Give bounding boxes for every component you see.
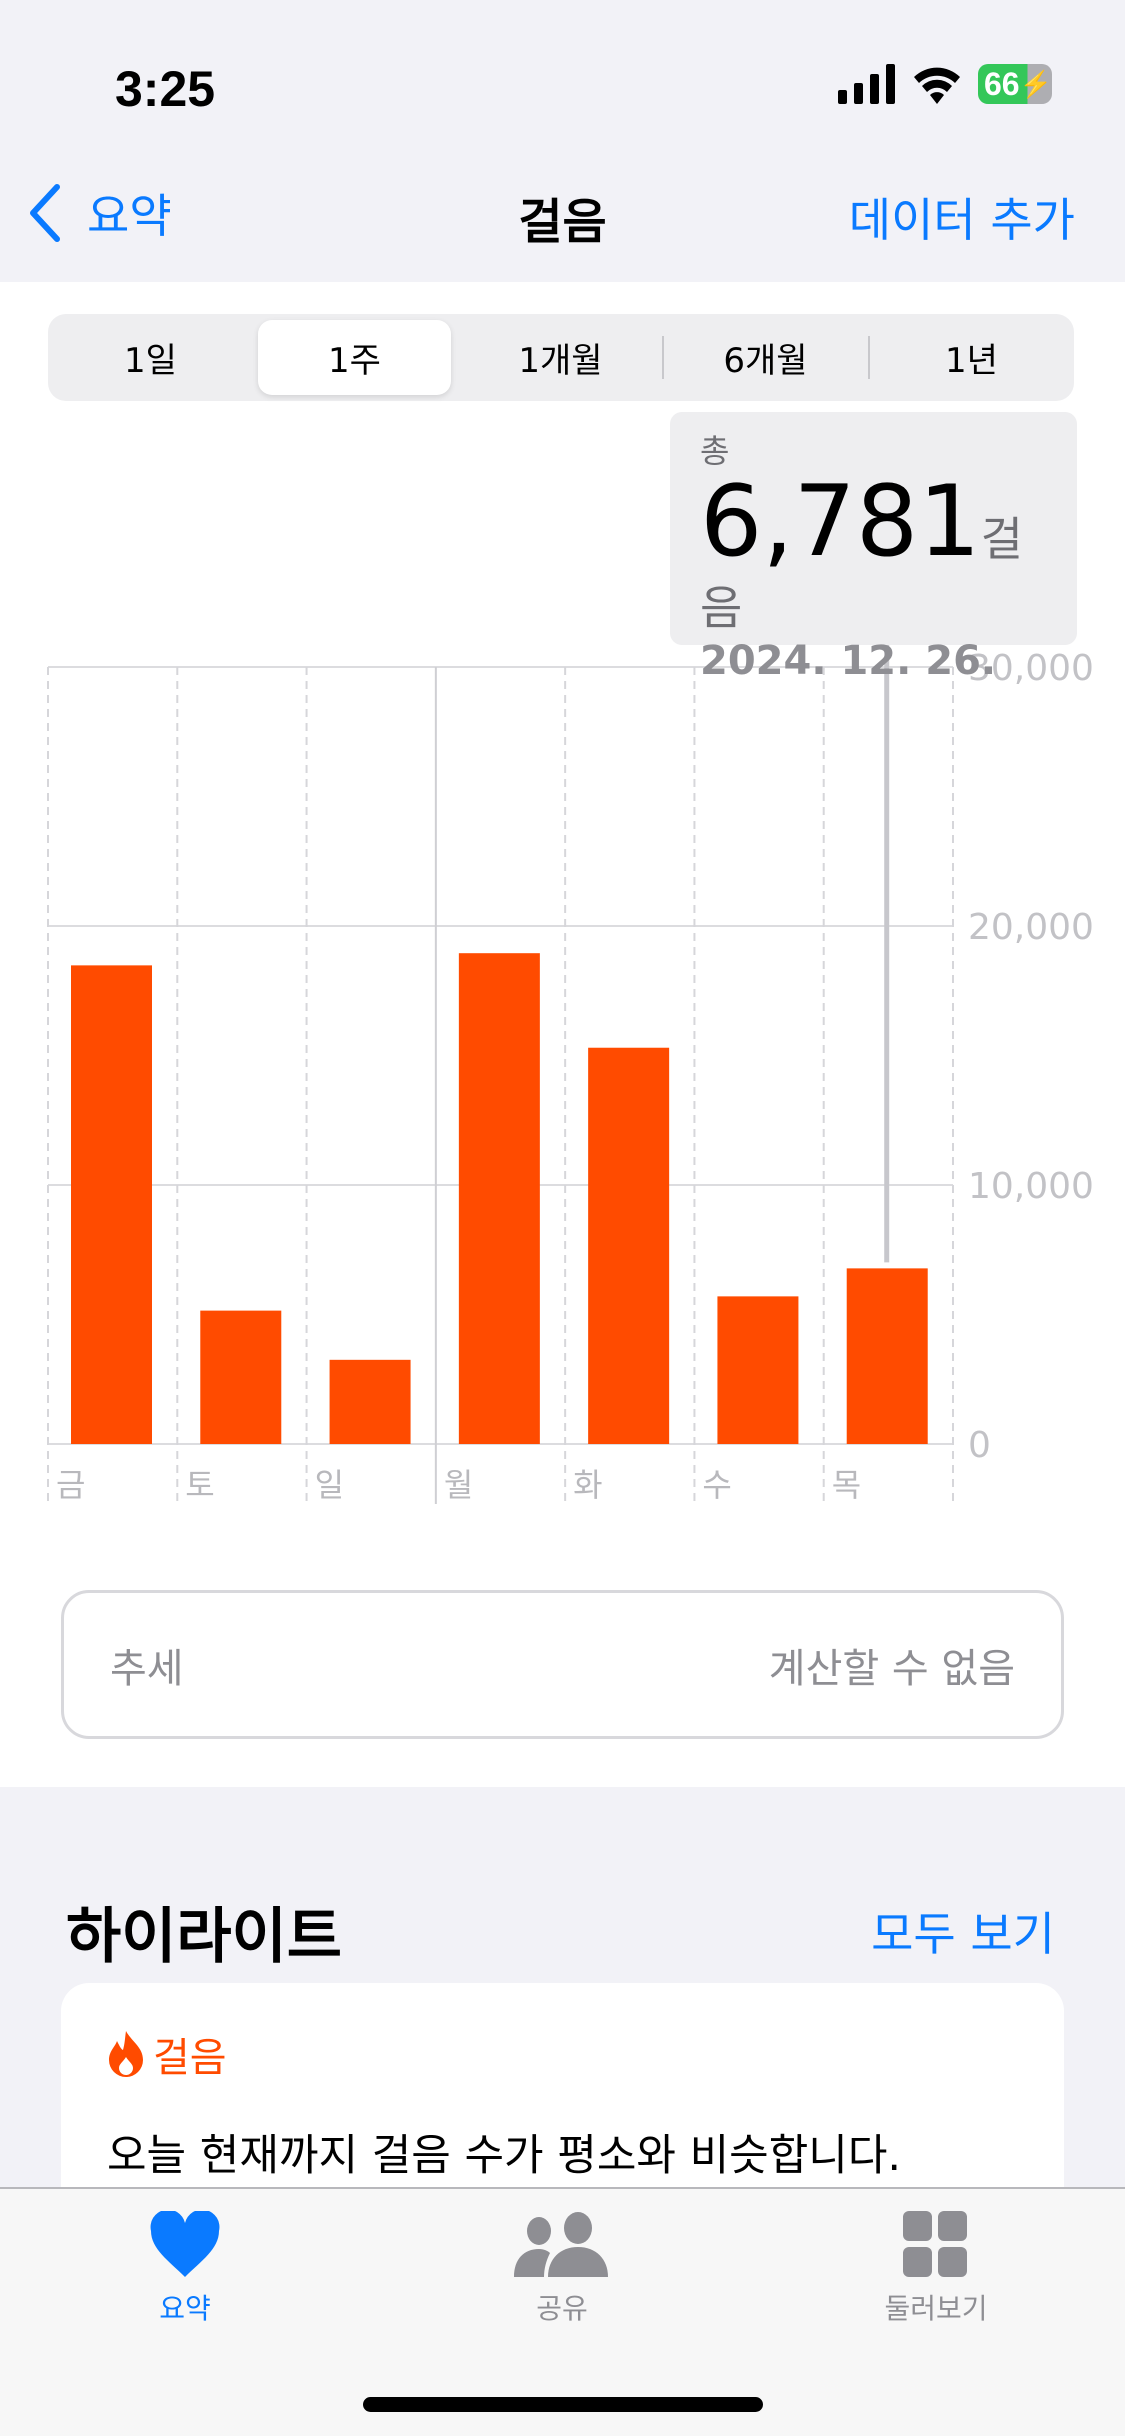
- bar-수[interactable]: [717, 1296, 799, 1444]
- trend-row[interactable]: 추세 계산할 수 없음: [61, 1590, 1064, 1739]
- grid-icon: [903, 2211, 967, 2277]
- segment-1year[interactable]: 1년: [945, 341, 998, 381]
- tab-label: 둘러보기: [884, 2292, 988, 2325]
- x-tick-label: 화: [573, 1466, 602, 1504]
- selection-tooltip: 총 6,781걸음 2024. 12. 26.: [670, 412, 1077, 684]
- segment-1month[interactable]: 1개월: [518, 341, 603, 381]
- wifi-icon: [914, 67, 960, 104]
- tooltip-date: 2024. 12. 26.: [700, 638, 997, 684]
- bar-목[interactable]: [846, 1268, 928, 1444]
- heart-icon: [150, 2211, 220, 2277]
- tooltip-label: 총: [700, 432, 730, 470]
- tab-bar: 요약 공유 둘러보기: [0, 2187, 1125, 2436]
- people-icon: [514, 2212, 608, 2277]
- back-button[interactable]: 요약: [25, 180, 172, 246]
- x-tick-label: 목: [832, 1466, 861, 1504]
- x-tick-label: 일: [315, 1466, 344, 1504]
- tooltip-unit: 걸음: [700, 512, 1023, 635]
- page-title: 걸음: [518, 194, 607, 250]
- bar-화[interactable]: [588, 1047, 670, 1444]
- bar-금[interactable]: [71, 965, 152, 1444]
- y-tick-label: 20,000: [968, 907, 1094, 948]
- tooltip-value: 6,781: [700, 465, 981, 579]
- tab-summary[interactable]: 요약: [85, 2211, 285, 2327]
- segment-1day[interactable]: 1일: [124, 341, 177, 381]
- bar-월[interactable]: [458, 953, 540, 1444]
- y-tick-label: 10,000: [968, 1166, 1094, 1207]
- tab-label: 요약: [159, 2292, 211, 2325]
- steps-chart[interactable]: 0 10,000 20,000 30,000 금 토 일 월 화 수 목: [0, 640, 1125, 1520]
- segment-6months[interactable]: 6개월: [723, 341, 808, 381]
- segment-1week[interactable]: 1주: [258, 320, 451, 395]
- battery-level: 66: [984, 65, 1020, 102]
- bar-토[interactable]: [200, 1310, 282, 1444]
- status-time: 3:25: [115, 61, 216, 117]
- x-tick-label: 월: [444, 1466, 473, 1504]
- highlight-category: 걸음: [153, 2035, 227, 2081]
- x-tick-label: 수: [702, 1466, 731, 1504]
- tab-browse[interactable]: 둘러보기: [836, 2211, 1036, 2327]
- see-all-link[interactable]: 모두 보기: [871, 1907, 1055, 1961]
- segment-divider: [662, 336, 664, 379]
- y-tick-label: 30,000: [968, 648, 1094, 689]
- trend-value: 계산할 수 없음: [768, 1645, 1015, 1692]
- home-indicator[interactable]: [363, 2397, 763, 2412]
- x-tick-label: 토: [185, 1466, 214, 1504]
- tab-label: 공유: [536, 2292, 588, 2325]
- battery-icon: 66 ⚡: [978, 64, 1052, 104]
- signal-icon: [838, 64, 895, 104]
- flame-icon: [109, 2031, 143, 2077]
- bar-일[interactable]: [329, 1359, 411, 1444]
- y-tick-label: 0: [968, 1425, 991, 1466]
- trend-label: 추세: [110, 1645, 184, 1692]
- tab-sharing[interactable]: 공유: [462, 2211, 662, 2327]
- chevron-left-icon: [30, 184, 60, 242]
- add-data-button[interactable]: 데이터 추가: [848, 193, 1075, 247]
- highlights-title: 하이라이트: [66, 1902, 342, 1972]
- x-tick-label: 금: [56, 1466, 85, 1504]
- highlight-text: 오늘 현재까지 걸음 수가 평소와 비슷합니다.: [107, 2131, 902, 2181]
- status-icons: 66 ⚡: [838, 64, 1052, 104]
- time-range-control[interactable]: 1일 1주 1개월 6개월 1년: [48, 314, 1074, 401]
- back-label: 요약: [87, 189, 172, 243]
- segment-divider: [868, 336, 870, 379]
